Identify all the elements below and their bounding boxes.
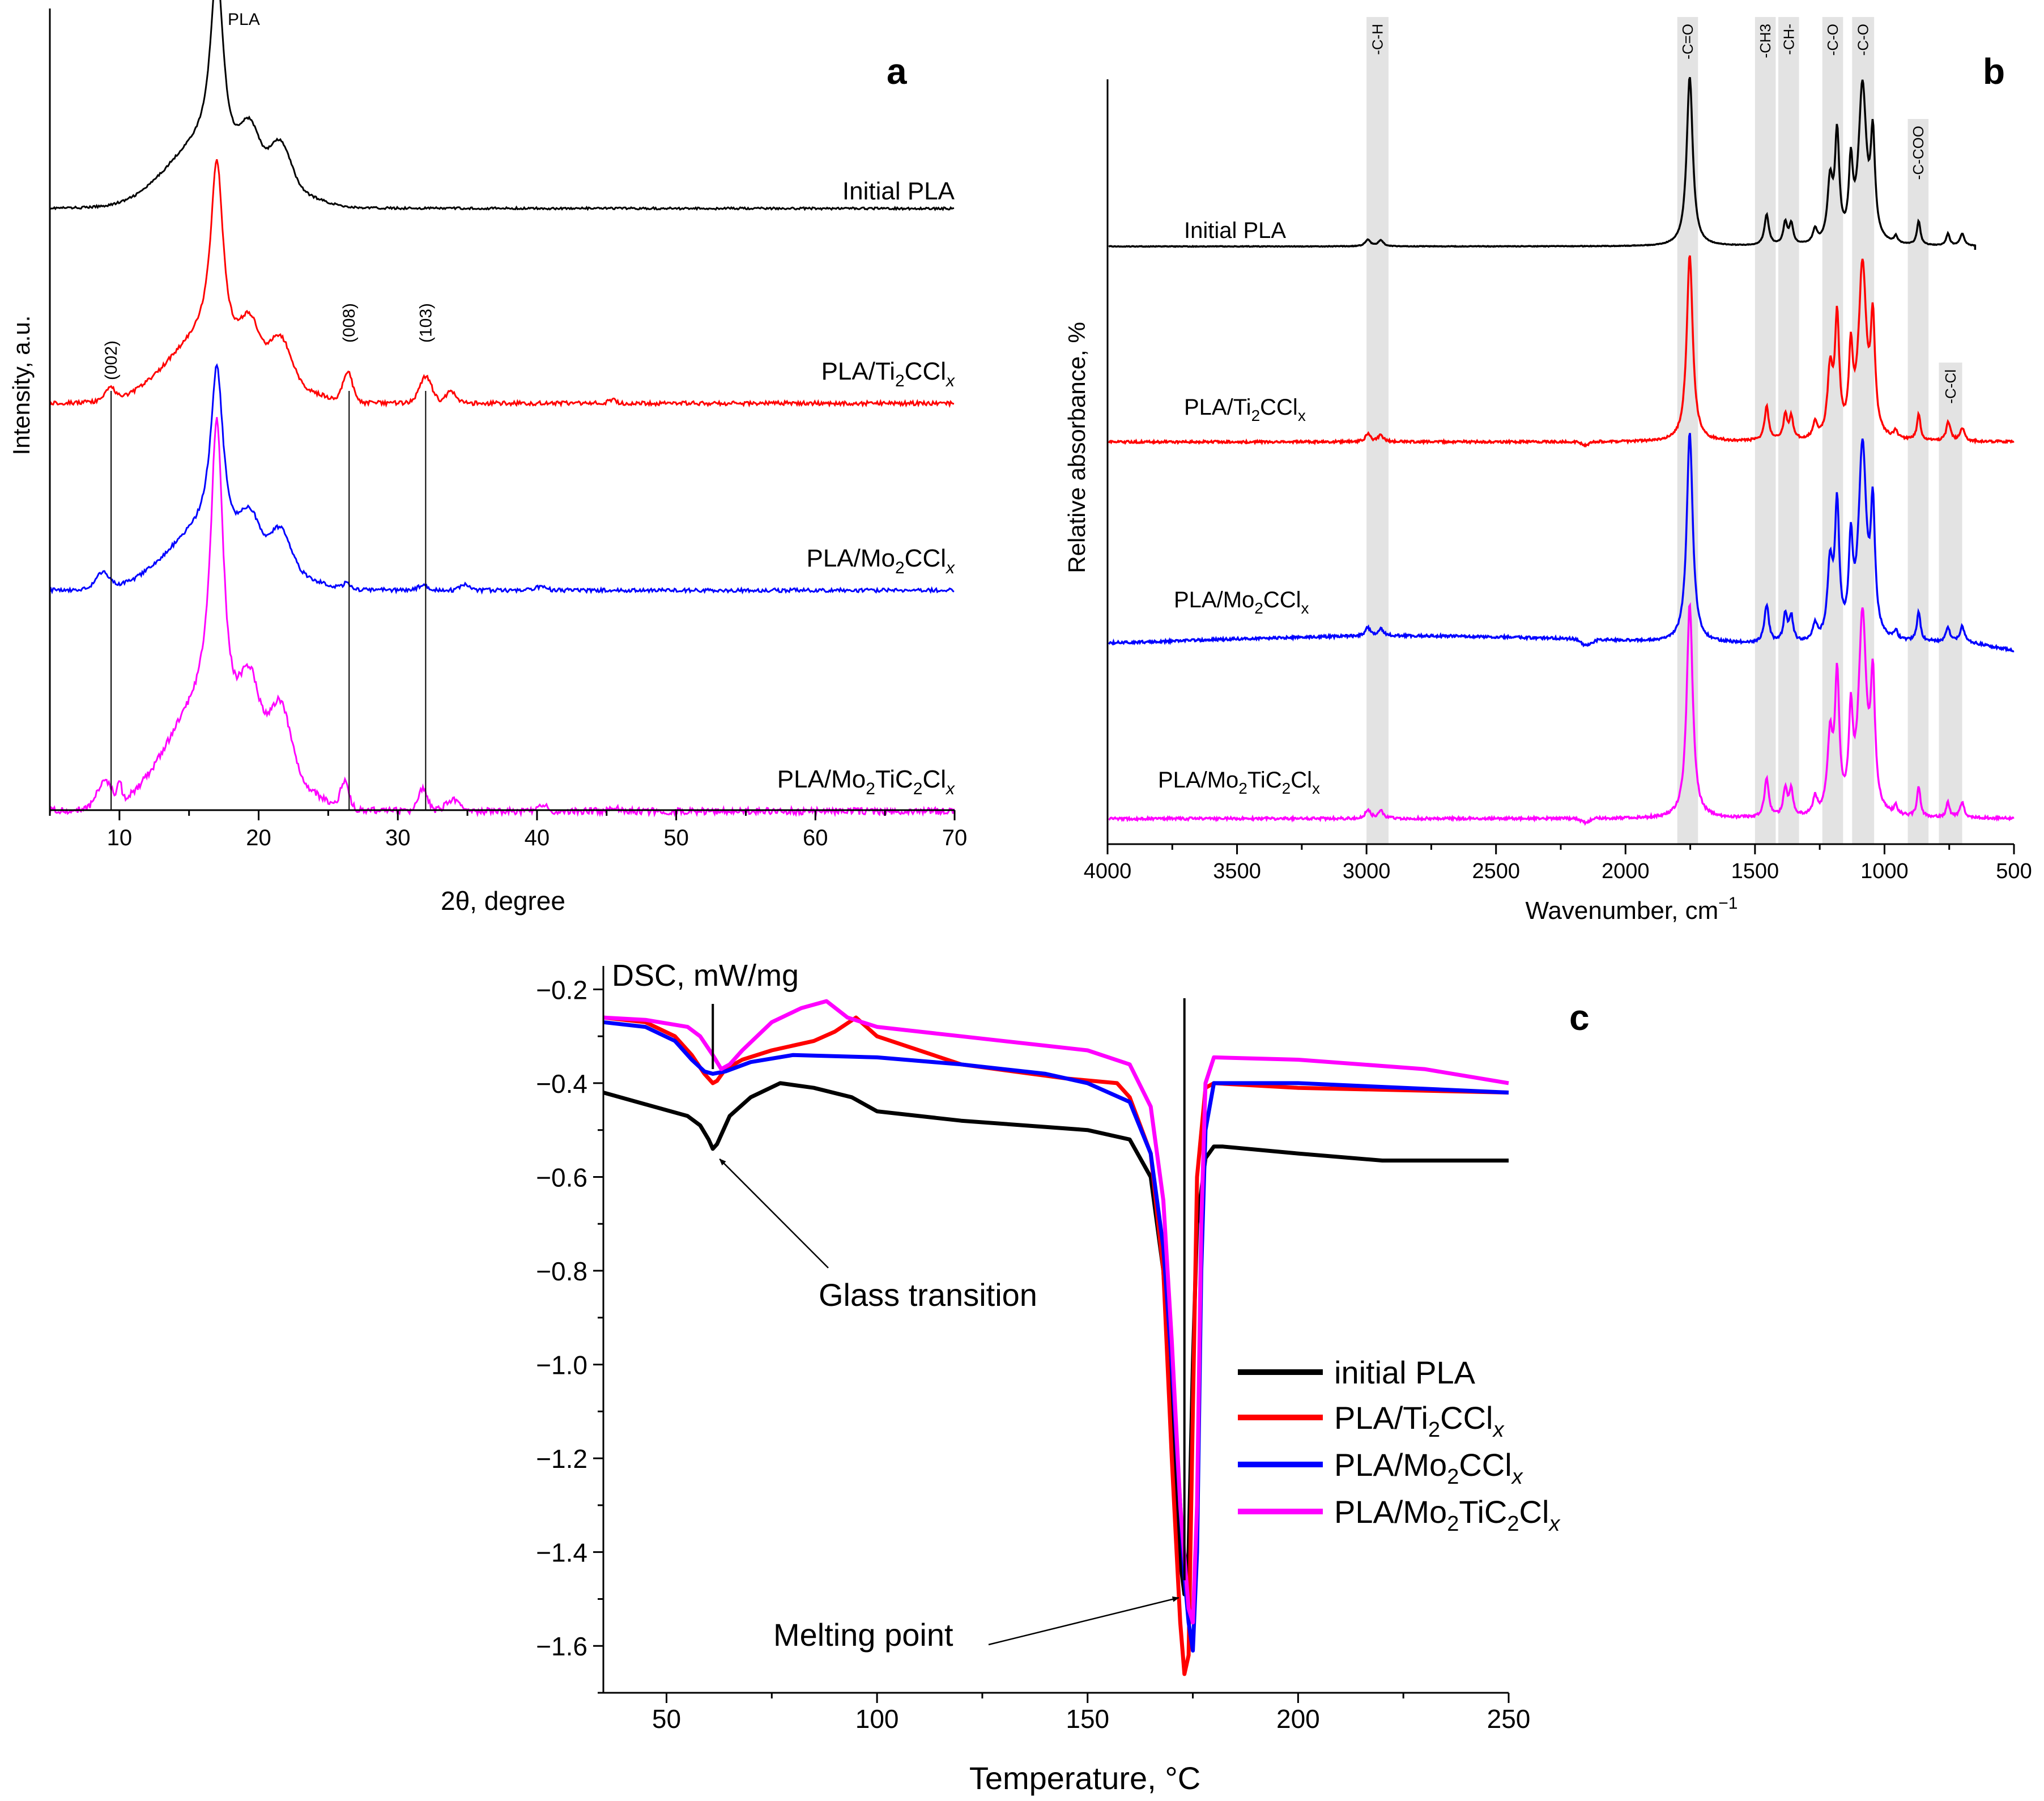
- a-xtick-label: 20: [246, 825, 271, 850]
- c-ytick-label: −1.2: [536, 1444, 587, 1474]
- c-ytick-label: −0.6: [536, 1163, 587, 1192]
- legend-label-ti2ccl: PLA/Ti2CClx: [1334, 1400, 1505, 1442]
- c-series-1-line: [603, 1015, 1509, 1676]
- b-panel-label: b: [1983, 51, 2005, 92]
- b-series-label-mo2ccl: PLA/Mo2CClx: [1174, 587, 1309, 617]
- c-series-0-line: [603, 1081, 1509, 1596]
- a-reflection-lines: (002) (008) (103): [102, 303, 435, 810]
- b-series-1-line: [1108, 255, 2015, 448]
- b-band-label-3: -CH-: [1780, 24, 1797, 55]
- a-series-2-line: [49, 363, 955, 595]
- b-xtick-label: 2000: [1602, 859, 1650, 883]
- c-axes: −0.2 −0.4 −0.6 −0.8 −1.0 −1.2 −1.4 −1.6 50 100 150…: [536, 966, 1530, 1734]
- a-series-label-initial-pla: Initial PLA: [842, 177, 955, 205]
- b-xtick-label: 500: [1996, 859, 2032, 883]
- c-annotation-melting-point: Melting point: [773, 1617, 953, 1653]
- a-series-3-line: [49, 417, 955, 818]
- c-xtick-label: 50: [652, 1704, 681, 1734]
- legend-label-mo2tic2cl: PLA/Mo2TiC2Clx: [1334, 1494, 1561, 1536]
- c-panel-label: c: [1569, 997, 1590, 1038]
- a-reflection-label-2: (103): [416, 303, 435, 343]
- c-ytick-label: −1.6: [536, 1632, 587, 1661]
- a-reflection-label-0: (002): [102, 340, 121, 380]
- a-xtick-label: 10: [107, 825, 133, 850]
- b-series-0-line: [1108, 76, 1977, 250]
- b-xtick-label: 3500: [1213, 859, 1261, 883]
- a-reflection-label-1: (008): [340, 303, 359, 343]
- b-xtick-label: 1000: [1860, 859, 1909, 883]
- b-band-2: [1755, 17, 1776, 844]
- c-ytick-label: −0.4: [536, 1069, 587, 1099]
- a-axes: 10 20 30 40 50 60 70: [49, 8, 968, 850]
- c-ytick-label: −1.0: [536, 1351, 587, 1380]
- b-band-label-1: -C=O: [1679, 24, 1696, 59]
- b-series-label-initial-pla: Initial PLA: [1184, 218, 1286, 243]
- b-band-label-6: -C-COO: [1910, 126, 1927, 180]
- b-axes: 4000 3500 3000 2500 2000 1500 1000 500: [1084, 79, 2032, 883]
- c-xtick-label: 250: [1487, 1704, 1531, 1734]
- c-curves: [603, 999, 1509, 1676]
- b-band-label-2: -CH3: [1757, 24, 1774, 58]
- a-xtick-label: 40: [525, 825, 550, 850]
- b-xtick-label: 1500: [1731, 859, 1779, 883]
- c-series-2-line: [603, 1020, 1509, 1653]
- b-series-2-line: [1108, 433, 2015, 653]
- c-xlabel: Temperature, °C: [969, 1760, 1200, 1796]
- a-series-label-mo2tic2cl: PLA/Mo2TiC2Clx: [777, 765, 955, 798]
- panel-a-xrd: (002) (008) (103) 10 20 30 40 50 60 70 a PLA Int…: [8, 0, 967, 916]
- b-ylabel: Relative absorbance, %: [1063, 322, 1090, 573]
- legend-label-mo2ccl: PLA/Mo2CClx: [1334, 1447, 1524, 1489]
- b-series-3-line: [1108, 602, 2015, 826]
- c-legend: initial PLA PLA/Ti2CClx PLA/Mo2CClx PLA/…: [1238, 1355, 1561, 1536]
- c-markers: [712, 998, 1186, 1646]
- b-band-label-0: -C-H: [1369, 24, 1386, 55]
- a-series-label-mo2ccl: PLA/Mo2CClx: [806, 544, 955, 577]
- b-xtick-label: 3000: [1343, 859, 1391, 883]
- b-band-label-4: -C-O: [1824, 24, 1841, 56]
- panel-b-ftir: -C-H -C=O -CH3 -CH- -C-O -C-O -C-COO -C-Cl 4000…: [1063, 17, 2032, 925]
- b-band-7: [1939, 363, 1962, 844]
- c-xtick-label: 100: [855, 1704, 899, 1734]
- c-xtick-label: 200: [1276, 1704, 1320, 1734]
- b-band-label-7: -C-Cl: [1942, 369, 1959, 404]
- c-series-3-line: [603, 999, 1509, 1625]
- b-curves: [1108, 76, 2015, 826]
- c-ytick-label: −0.2: [536, 975, 587, 1004]
- b-band-label-5: -C-O: [1855, 24, 1872, 56]
- a-series-label-ti2ccl: PLA/Ti2CClx: [821, 357, 955, 390]
- legend-label-initial-pla: initial PLA: [1334, 1355, 1476, 1390]
- a-xtick-label: 50: [663, 825, 689, 850]
- b-series-label-mo2tic2cl: PLA/Mo2TiC2Clx: [1158, 768, 1320, 797]
- panel-c-dsc: −0.2 −0.4 −0.6 −0.8 −1.0 −1.2 −1.4 −1.6 50 100 150…: [536, 959, 1589, 1796]
- b-band-0: [1366, 17, 1389, 844]
- c-ylabel: DSC, mW/mg: [612, 959, 799, 993]
- b-xtick-label: 4000: [1084, 859, 1132, 883]
- a-curves: [49, 0, 955, 818]
- a-peak-label: PLA: [228, 10, 260, 29]
- c-ytick-label: −1.4: [536, 1538, 587, 1568]
- c-glass-transition-arrow: [719, 1158, 829, 1268]
- a-series-1-line: [49, 159, 955, 408]
- c-xtick-label: 150: [1066, 1704, 1109, 1734]
- b-band-1: [1677, 17, 1698, 844]
- a-xtick-label: 70: [942, 825, 968, 850]
- a-xlabel: 2θ, degree: [441, 886, 565, 916]
- b-xtick-label: 2500: [1472, 859, 1520, 883]
- c-ytick-label: −0.8: [536, 1257, 587, 1286]
- a-xtick-label: 60: [803, 825, 828, 850]
- a-ylabel: Intensity, a.u.: [8, 316, 35, 455]
- c-annotation-glass-transition: Glass transition: [819, 1277, 1037, 1313]
- b-band-6: [1907, 119, 1929, 844]
- b-xlabel: Wavenumber, cm−1: [1526, 894, 1738, 925]
- a-panel-label: a: [887, 51, 907, 92]
- a-xtick-label: 30: [385, 825, 411, 850]
- b-bands: -C-H -C=O -CH3 -CH- -C-O -C-O -C-COO -C-Cl: [1366, 17, 1962, 844]
- c-melting-point-arrow: [988, 1596, 1179, 1646]
- a-series-0-line: [49, 0, 955, 211]
- b-series-label-ti2ccl: PLA/Ti2CClx: [1184, 395, 1306, 424]
